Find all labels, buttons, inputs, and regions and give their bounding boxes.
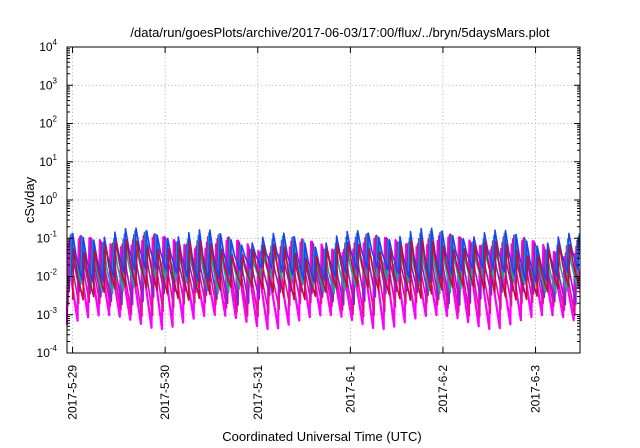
series-line [69, 230, 580, 295]
chart-title: /data/run/goesPlots/archive/2017-06-03/1… [130, 25, 550, 40]
y-tick-label: 10-3 [37, 306, 58, 322]
y-tick-label: 102 [39, 115, 57, 131]
x-tick-label: 2017-6-1 [343, 365, 357, 413]
x-tick-label: 2017-6-3 [529, 365, 543, 413]
plot-frame [66, 46, 581, 354]
series-line [70, 227, 581, 283]
series-line [68, 232, 578, 306]
y-tick-label: 10-4 [37, 344, 58, 360]
axis-ticks: 10-4 10-3 10-2 10-1 100 101 102 103 104 2017-5-29… [37, 38, 580, 420]
x-tick-label: 2017-5-29 [66, 365, 80, 420]
y-tick-label: 104 [39, 38, 57, 54]
x-tick-label: 2017-5-31 [251, 365, 265, 420]
y-tick-label: 10-1 [37, 229, 58, 245]
x-tick-label: 2017-6-2 [436, 365, 450, 413]
series-line [71, 238, 581, 302]
y-tick-label: 101 [39, 153, 57, 169]
plot-series [65, 227, 581, 331]
x-axis-label: Coordinated Universal Time (UTC) [222, 429, 421, 444]
x-tick-label: 2017-5-30 [158, 365, 172, 420]
y-axis-label: cSv/day [22, 176, 37, 223]
y-tick-label: 10-2 [37, 268, 58, 284]
y-tick-label: 100 [39, 191, 57, 207]
y-tick-label: 103 [39, 76, 57, 92]
grid [67, 47, 580, 353]
